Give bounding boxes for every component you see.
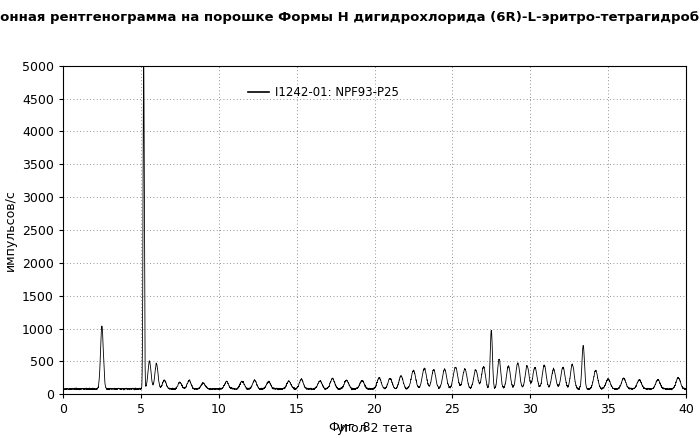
Text: Дифракционная рентгенограмма на порошке Формы H дигидрохлорида (6R)-L-эритро-тет: Дифракционная рентгенограмма на порошке … xyxy=(0,11,700,24)
Legend: I1242-01: NPF93-P25: I1242-01: NPF93-P25 xyxy=(244,81,404,104)
Text: Фиг. 8: Фиг. 8 xyxy=(329,420,371,434)
Y-axis label: импульсов/с: импульсов/с xyxy=(4,189,16,271)
X-axis label: угол 2 тета: угол 2 тета xyxy=(337,422,412,435)
